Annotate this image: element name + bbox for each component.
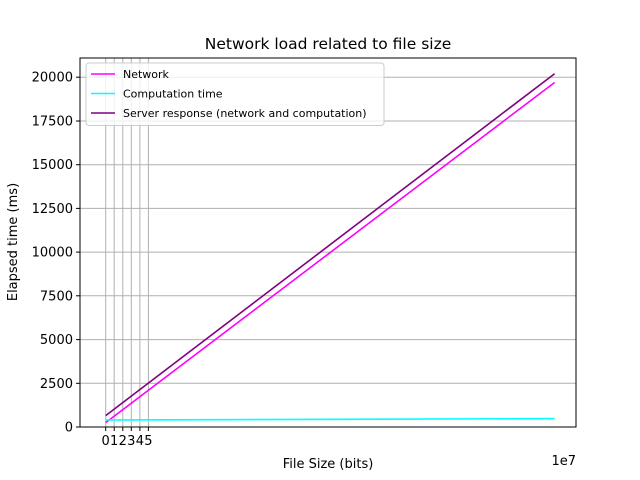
series-layer [105,73,556,424]
x-tick-label: 5 [144,434,152,449]
y-tick-label: 12500 [32,202,73,217]
legend-label: Network [123,68,170,81]
x-tick-label: 1 [110,434,118,449]
chart-title: Network load related to file size [205,35,452,53]
legend-box [85,62,385,126]
x-tick-label: 3 [127,434,135,449]
y-tick-label: 15000 [32,158,73,173]
series-line [105,73,556,417]
series-line [105,81,556,424]
y-tick-label: 5000 [40,333,73,348]
x-tick-label: 0 [102,434,110,449]
x-tick-label: 2 [119,434,127,449]
x-axis-label: File Size (bits) [283,457,374,472]
legend-label: Computation time [123,88,223,101]
y-tick-label: 17500 [32,115,73,130]
y-axis: 0 2500 5000 7500 10000 12500 15000 17500 20000 [32,71,80,436]
y-tick-label: 2500 [40,377,73,392]
plot-frame [79,57,577,428]
series-line [105,417,555,421]
y-tick-label: 0 [65,421,73,436]
y-tick-label: 10000 [32,246,73,261]
y-tick-label: 7500 [40,289,73,304]
legend: Network Computation time Server response (… [85,62,385,126]
x-tick-label: 4 [136,434,144,449]
x-axis-offset-label: 1e7 [551,454,576,469]
legend-label: Server response (network and computation… [123,107,367,120]
y-axis-label: Elapsed time (ms) [6,183,21,301]
y-tick-label: 20000 [32,71,73,86]
